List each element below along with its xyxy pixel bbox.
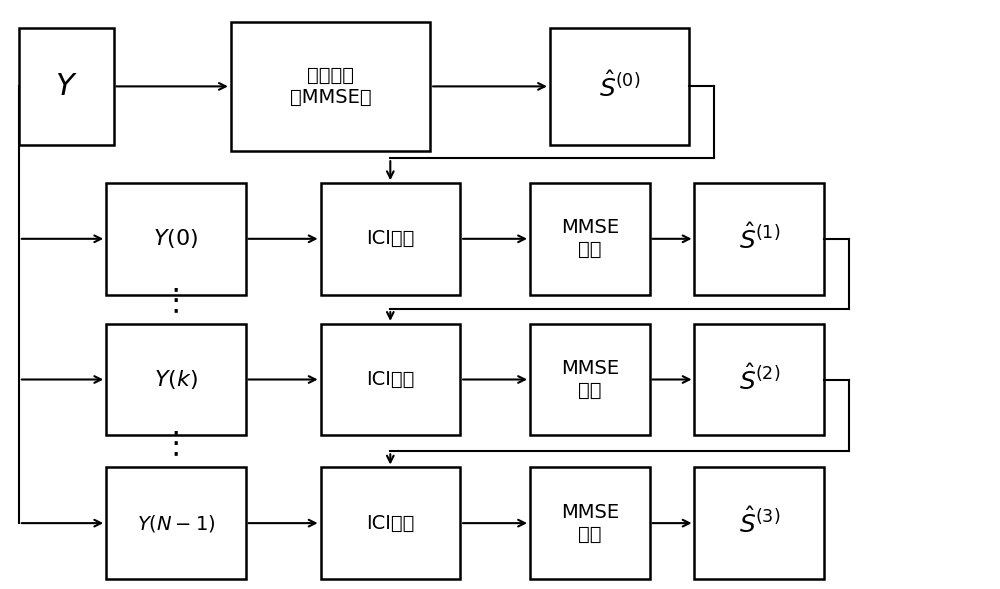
Text: $Y$: $Y$ bbox=[55, 72, 78, 101]
Bar bbox=[694, 468, 824, 579]
Text: MMSE
均衡: MMSE 均衡 bbox=[561, 359, 619, 400]
Text: $Y(0)$: $Y(0)$ bbox=[153, 227, 198, 250]
Bar bbox=[694, 324, 824, 435]
Bar bbox=[320, 324, 460, 435]
Bar bbox=[320, 468, 460, 579]
Text: $\hat{S}^{(3)}$: $\hat{S}^{(3)}$ bbox=[739, 508, 780, 538]
Bar bbox=[231, 22, 430, 151]
Bar bbox=[530, 183, 650, 294]
Text: $\hat{S}^{(1)}$: $\hat{S}^{(1)}$ bbox=[739, 223, 780, 254]
Text: ⋮: ⋮ bbox=[161, 286, 191, 315]
Bar bbox=[694, 183, 824, 294]
Text: 初值估计
（MMSE）: 初值估计 （MMSE） bbox=[290, 66, 371, 107]
Bar bbox=[530, 468, 650, 579]
Bar bbox=[106, 468, 246, 579]
Bar bbox=[530, 324, 650, 435]
Text: $\hat{S}^{(0)}$: $\hat{S}^{(0)}$ bbox=[599, 71, 640, 102]
Text: ⋮: ⋮ bbox=[161, 429, 191, 458]
Text: ICI消除: ICI消除 bbox=[366, 370, 414, 389]
Text: $Y(N-1)$: $Y(N-1)$ bbox=[137, 512, 215, 534]
Text: $Y(k)$: $Y(k)$ bbox=[154, 368, 198, 391]
Text: $\hat{S}^{(2)}$: $\hat{S}^{(2)}$ bbox=[739, 364, 780, 395]
Bar bbox=[320, 183, 460, 294]
Bar bbox=[106, 324, 246, 435]
Text: ICI消除: ICI消除 bbox=[366, 229, 414, 249]
Text: MMSE
均衡: MMSE 均衡 bbox=[561, 219, 619, 259]
Bar bbox=[550, 28, 689, 145]
Text: ICI消除: ICI消除 bbox=[366, 514, 414, 532]
Bar bbox=[106, 183, 246, 294]
Bar bbox=[19, 28, 114, 145]
Text: MMSE
均衡: MMSE 均衡 bbox=[561, 502, 619, 544]
